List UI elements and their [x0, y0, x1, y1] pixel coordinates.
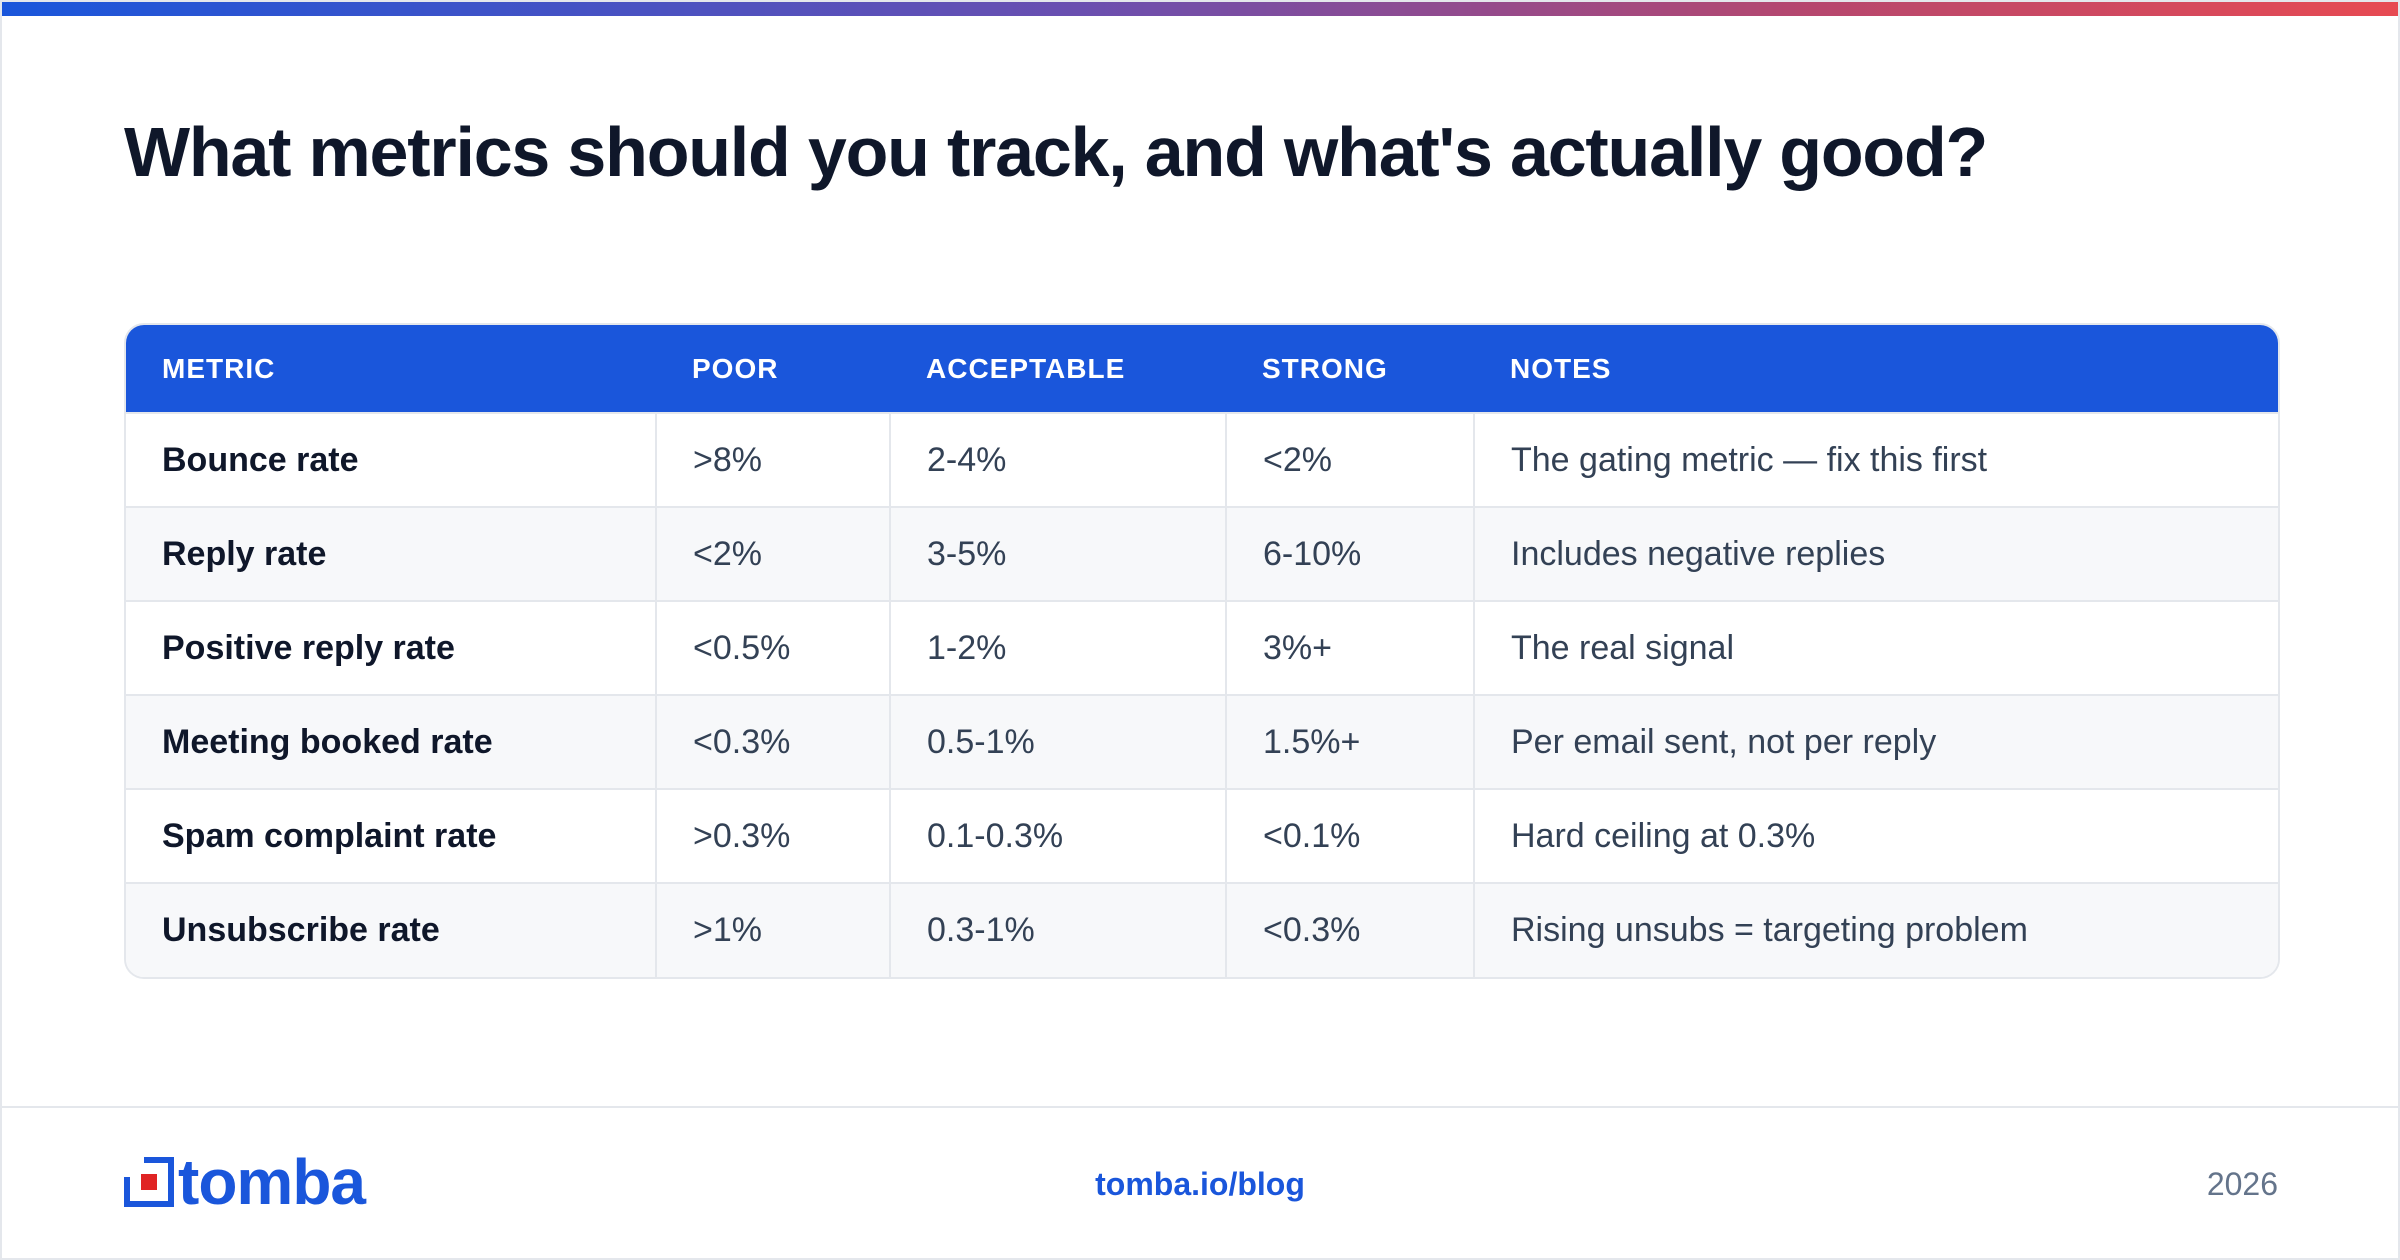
strong-cell: <0.3%: [1225, 883, 1474, 977]
metric-cell: Meeting booked rate: [162, 722, 493, 761]
poor-cell: <2%: [655, 507, 890, 601]
poor-cell: >8%: [655, 413, 890, 507]
poor-cell: <0.3%: [655, 695, 890, 789]
strong-cell: <2%: [1225, 413, 1474, 507]
metric-cell: Reply rate: [162, 534, 327, 573]
strong-cell: 6-10%: [1225, 507, 1474, 601]
table-row: Meeting booked rate <0.3% 0.5-1% 1.5%+ P…: [126, 695, 2278, 789]
table-row: Spam complaint rate >0.3% 0.1-0.3% <0.1%…: [126, 789, 2278, 883]
metric-cell: Spam complaint rate: [162, 816, 497, 855]
strong-cell: <0.1%: [1225, 789, 1474, 883]
footer-url-link[interactable]: tomba.io/blog: [1095, 1166, 1305, 1202]
notes-cell: The gating metric — fix this first: [1473, 413, 2278, 507]
acceptable-cell: 0.5-1%: [889, 695, 1226, 789]
table-header-row: METRIC POOR ACCEPTABLE STRONG NOTES: [126, 325, 2278, 413]
header-poor: POOR: [692, 352, 779, 384]
notes-cell: Includes negative replies: [1473, 507, 2278, 601]
logo-wordmark: tomba: [178, 1146, 366, 1218]
notes-cell: Rising unsubs = targeting problem: [1473, 883, 2278, 977]
strong-cell: 3%+: [1225, 601, 1474, 695]
tomba-logo-icon: [124, 1157, 174, 1207]
footer-divider: [2, 1106, 2398, 1108]
acceptable-cell: 2-4%: [889, 413, 1226, 507]
metric-cell: Unsubscribe rate: [162, 911, 440, 949]
header-metric: METRIC: [162, 352, 276, 384]
strong-cell: 1.5%+: [1225, 695, 1474, 789]
notes-cell: Per email sent, not per reply: [1473, 695, 2278, 789]
table-row: Unsubscribe rate >1% 0.3-1% <0.3% Rising…: [126, 883, 2278, 977]
acceptable-cell: 0.1-0.3%: [889, 789, 1226, 883]
header-strong: STRONG: [1262, 352, 1388, 384]
metrics-table: METRIC POOR ACCEPTABLE STRONG NOTES Boun…: [124, 323, 2280, 979]
poor-cell: >0.3%: [655, 789, 890, 883]
top-gradient-bar: [2, 2, 2398, 16]
notes-cell: The real signal: [1473, 601, 2278, 695]
notes-cell: Hard ceiling at 0.3%: [1473, 789, 2278, 883]
page-title: What metrics should you track, and what'…: [124, 113, 1988, 191]
poor-cell: <0.5%: [655, 601, 890, 695]
header-notes: NOTES: [1510, 352, 1612, 384]
table-row: Positive reply rate <0.5% 1-2% 3%+ The r…: [126, 601, 2278, 695]
table-row: Reply rate <2% 3-5% 6-10% Includes negat…: [126, 507, 2278, 601]
acceptable-cell: 3-5%: [889, 507, 1226, 601]
poor-cell: >1%: [655, 883, 890, 977]
acceptable-cell: 1-2%: [889, 601, 1226, 695]
metric-cell: Bounce rate: [162, 440, 359, 479]
tomba-logo[interactable]: tomba: [124, 1146, 366, 1218]
acceptable-cell: 0.3-1%: [889, 883, 1226, 977]
table-row: Bounce rate >8% 2-4% <2% The gating metr…: [126, 413, 2278, 507]
metric-cell: Positive reply rate: [162, 628, 455, 667]
footer-year: 2026: [2206, 1166, 2278, 1202]
header-acceptable: ACCEPTABLE: [926, 352, 1126, 384]
